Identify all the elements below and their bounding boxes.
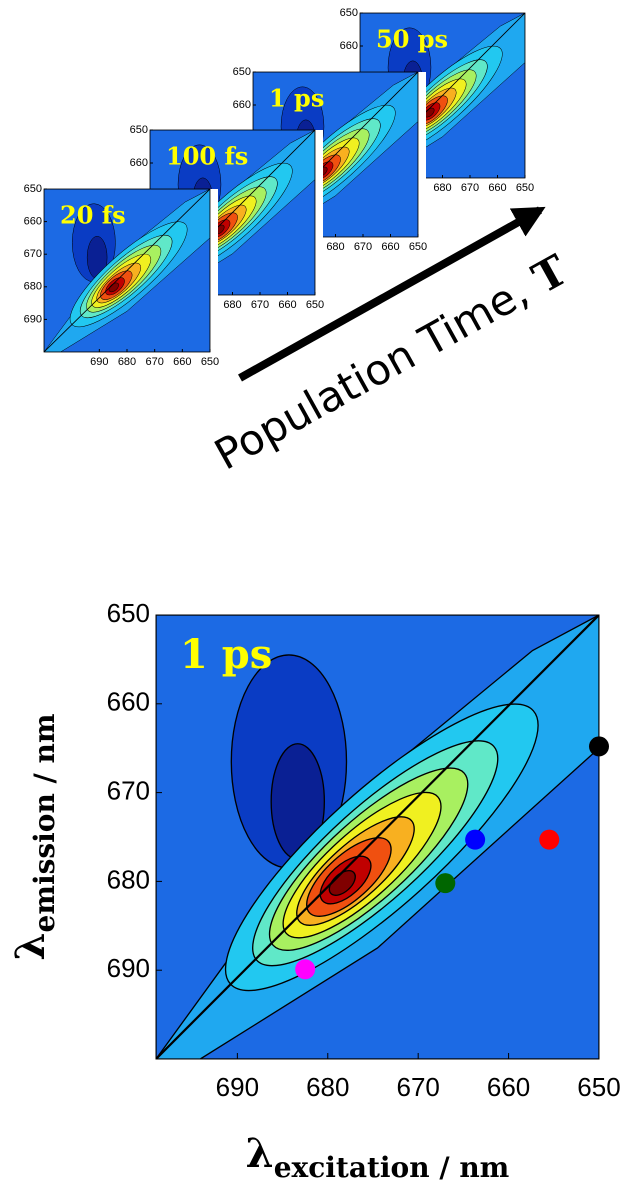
- y-tick-label: 690: [24, 313, 42, 325]
- x-tick-label: 670: [354, 241, 372, 253]
- y-tick-label: 660: [340, 40, 358, 52]
- y-tick-label: 680: [24, 281, 42, 293]
- x-tick-label: 650: [409, 241, 427, 253]
- x-axis-label: λexcitation / nm: [246, 1130, 510, 1184]
- x-tick-label: 670: [251, 299, 269, 311]
- x-tick-label: 680: [326, 241, 344, 253]
- x-tick-label: 660: [488, 182, 506, 194]
- x-tick-label: 650: [306, 299, 324, 311]
- y-tick-label: 650: [107, 598, 150, 628]
- x-tick-label: 650: [516, 182, 534, 194]
- x-tick-label: 660: [278, 299, 296, 311]
- x-axis-symbol: λ: [246, 1130, 274, 1177]
- y-tick-label: 670: [107, 775, 150, 805]
- marker-point: [589, 736, 609, 757]
- y-tick-label: 650: [340, 7, 358, 19]
- contour-fill: [156, 615, 599, 1059]
- x-tick-label: 690: [216, 1072, 259, 1102]
- x-tick-label: 660: [173, 356, 191, 368]
- time-arrow: [238, 206, 546, 382]
- panel-title: 1 ps: [180, 631, 272, 678]
- x-tick-label: 680: [433, 182, 451, 194]
- panel-title: 20 fs: [60, 201, 126, 230]
- y-axis-subscript: emission / nm: [28, 713, 61, 932]
- y-axis-label: λemission / nm: [7, 713, 61, 960]
- panel-title: 1 ps: [269, 84, 324, 113]
- panel-title: 50 ps: [376, 25, 448, 54]
- y-tick-label: 660: [130, 157, 148, 169]
- contour-map: [156, 615, 599, 1059]
- y-tick-label: 690: [107, 953, 150, 983]
- y-tick-label: 650: [130, 124, 148, 136]
- x-tick-label: 660: [381, 241, 399, 253]
- x-tick-label: 690: [90, 356, 108, 368]
- x-tick-label: 680: [118, 356, 136, 368]
- y-tick-label: 650: [24, 183, 42, 195]
- marker-point: [539, 829, 560, 850]
- y-tick-label: 660: [233, 99, 251, 111]
- x-tick-label: 650: [201, 356, 219, 368]
- marker-point: [465, 829, 486, 850]
- x-tick-label: 670: [461, 182, 479, 194]
- y-tick-label: 660: [107, 687, 150, 717]
- x-tick-label: 670: [145, 356, 163, 368]
- marker-point: [295, 959, 316, 980]
- panel-title: 100 fs: [166, 142, 248, 171]
- x-tick-label: 650: [577, 1072, 620, 1102]
- x-tick-label: 680: [223, 299, 241, 311]
- plot-frame: [155, 614, 600, 1060]
- x-axis-subscript: excitation / nm: [274, 1151, 510, 1184]
- y-tick-label: 660: [24, 216, 42, 228]
- x-tick-label: 660: [487, 1072, 530, 1102]
- y-tick-label: 650: [233, 66, 251, 78]
- panel: 690 680 670 660 650 650 660 670 680 690 20 fs: [18, 183, 219, 376]
- marker-point: [435, 873, 456, 894]
- y-axis-symbol: λ: [7, 932, 54, 960]
- y-tick-label: 670: [24, 248, 42, 260]
- x-tick-label: 680: [306, 1072, 349, 1102]
- y-tick-label: 680: [107, 864, 150, 894]
- x-tick-label: 670: [396, 1072, 439, 1102]
